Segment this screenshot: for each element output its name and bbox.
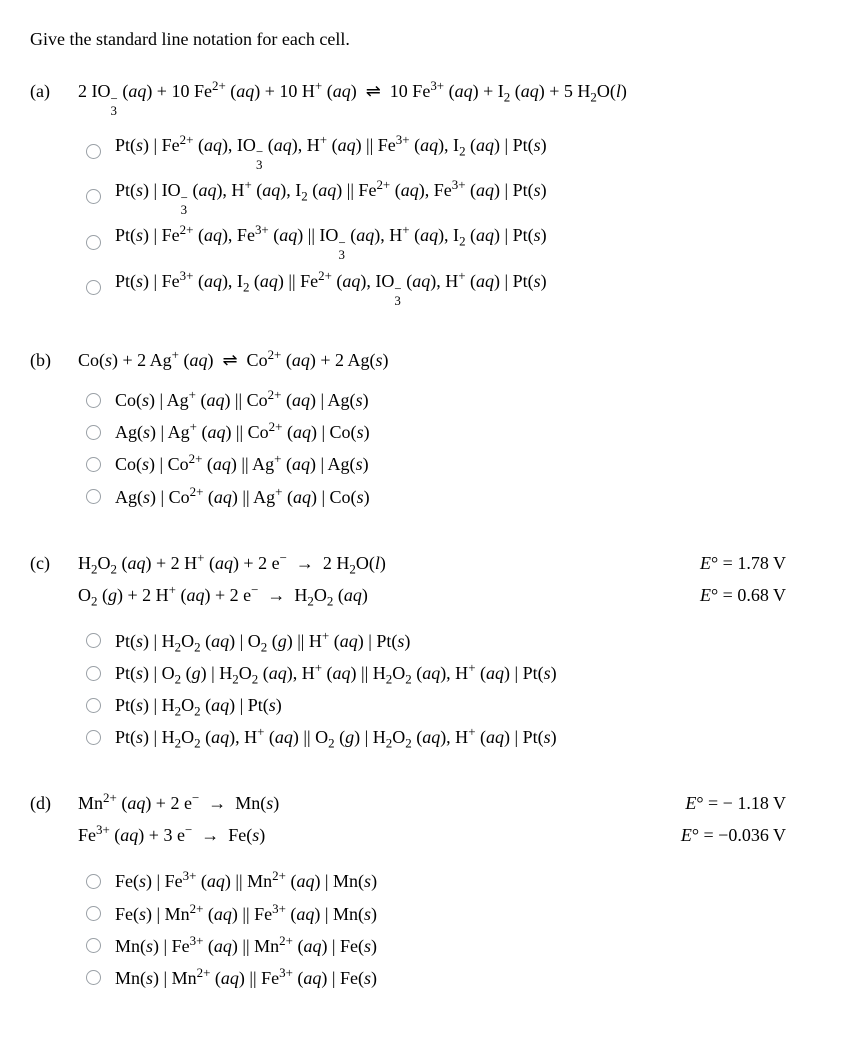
- question-block: (b) Co(s) + 2 Ag+ (aq) ⇌ Co2+ (aq) + 2 Ag…: [30, 347, 826, 509]
- radio-icon[interactable]: [86, 666, 101, 681]
- equation-lhs: H2O2 (aq) + 2 H+ (aq) + 2 e− → 2 H2O(l): [78, 550, 386, 576]
- options-list: Co(s) | Ag+ (aq) || Co2+ (aq) | Ag(s) Ag(…: [86, 387, 826, 509]
- option-text: Pt(s) | H2O2 (aq) | O2 (g) || H+ (aq) | …: [115, 628, 410, 654]
- option-text: Pt(s) | Fe2+ (aq), Fe3+ (aq) || IO−3 (aq…: [115, 222, 547, 261]
- page-heading: Give the standard line notation for each…: [30, 26, 826, 52]
- question-equation-row: (d) Mn2+ (aq) + 2 e− → Mn(s) E° = − 1.18 V…: [30, 790, 826, 854]
- option-text: Ag(s) | Co2+ (aq) || Ag+ (aq) | Co(s): [115, 484, 370, 510]
- radio-icon[interactable]: [86, 489, 101, 504]
- radio-icon[interactable]: [86, 457, 101, 472]
- option-text: Pt(s) | H2O2 (aq), H+ (aq) || O2 (g) | H…: [115, 724, 557, 750]
- option-row: Pt(s) | O2 (g) | H2O2 (aq), H+ (aq) || H…: [86, 660, 826, 686]
- option-text: Ag(s) | Ag+ (aq) || Co2+ (aq) | Co(s): [115, 419, 370, 445]
- option-text: Co(s) | Co2+ (aq) || Ag+ (aq) | Ag(s): [115, 451, 369, 477]
- option-text: Mn(s) | Mn2+ (aq) || Fe3+ (aq) | Fe(s): [115, 965, 377, 991]
- option-row: Pt(s) | Fe2+ (aq), Fe3+ (aq) || IO−3 (aq…: [86, 222, 826, 261]
- option-text: Fe(s) | Mn2+ (aq) || Fe3+ (aq) | Mn(s): [115, 901, 377, 927]
- options-list: Pt(s) | H2O2 (aq) | O2 (g) || H+ (aq) | …: [86, 628, 826, 750]
- radio-icon[interactable]: [86, 698, 101, 713]
- option-text: Pt(s) | H2O2 (aq) | Pt(s): [115, 692, 282, 718]
- option-text: Fe(s) | Fe3+ (aq) || Mn2+ (aq) | Mn(s): [115, 868, 377, 894]
- radio-icon[interactable]: [86, 425, 101, 440]
- option-row: Fe(s) | Mn2+ (aq) || Fe3+ (aq) | Mn(s): [86, 901, 826, 927]
- option-text: Co(s) | Ag+ (aq) || Co2+ (aq) | Ag(s): [115, 387, 369, 413]
- equation-pair-row: H2O2 (aq) + 2 H+ (aq) + 2 e− → 2 H2O(l) E…: [78, 550, 826, 576]
- radio-icon[interactable]: [86, 730, 101, 745]
- equation-lhs: Mn2+ (aq) + 2 e− → Mn(s): [78, 790, 279, 816]
- option-row: Pt(s) | H2O2 (aq) | O2 (g) || H+ (aq) | …: [86, 628, 826, 654]
- equation-pair-row: Mn2+ (aq) + 2 e− → Mn(s) E° = − 1.18 V: [78, 790, 826, 816]
- option-row: Pt(s) | Fe2+ (aq), IO−3 (aq), H+ (aq) ||…: [86, 132, 826, 171]
- equation-rhs: E° = −0.036 V: [681, 822, 786, 848]
- option-text: Pt(s) | Fe3+ (aq), I2 (aq) || Fe2+ (aq),…: [115, 268, 547, 307]
- question-equation: Co(s) + 2 Ag+ (aq) ⇌ Co2+ (aq) + 2 Ag(s): [78, 347, 826, 373]
- option-text: Mn(s) | Fe3+ (aq) || Mn2+ (aq) | Fe(s): [115, 933, 377, 959]
- option-row: Mn(s) | Fe3+ (aq) || Mn2+ (aq) | Fe(s): [86, 933, 826, 959]
- equation-lhs: Fe3+ (aq) + 3 e− → Fe(s): [78, 822, 265, 848]
- option-row: Mn(s) | Mn2+ (aq) || Fe3+ (aq) | Fe(s): [86, 965, 826, 991]
- options-list: Fe(s) | Fe3+ (aq) || Mn2+ (aq) | Mn(s) Fe…: [86, 868, 826, 990]
- question-label: (b): [30, 347, 60, 373]
- option-text: Pt(s) | Fe2+ (aq), IO−3 (aq), H+ (aq) ||…: [115, 132, 547, 171]
- equation-pair-holder: Mn2+ (aq) + 2 e− → Mn(s) E° = − 1.18 V Fe3…: [78, 790, 826, 854]
- radio-icon[interactable]: [86, 906, 101, 921]
- question-equation: 2 IO−3 (aq) + 10 Fe2+ (aq) + 10 H+ (aq) …: [78, 78, 826, 117]
- radio-icon[interactable]: [86, 189, 101, 204]
- equation-pair-holder: H2O2 (aq) + 2 H+ (aq) + 2 e− → 2 H2O(l) E…: [78, 550, 826, 614]
- question-block: (a) 2 IO−3 (aq) + 10 Fe2+ (aq) + 10 H+ (a…: [30, 78, 826, 307]
- equation-lhs: O2 (g) + 2 H+ (aq) + 2 e− → H2O2 (aq): [78, 582, 368, 608]
- option-text: Pt(s) | O2 (g) | H2O2 (aq), H+ (aq) || H…: [115, 660, 557, 686]
- equation-rhs: E° = − 1.18 V: [685, 790, 786, 816]
- option-text: Pt(s) | IO−3 (aq), H+ (aq), I2 (aq) || F…: [115, 177, 547, 216]
- question-equation-row: (c) H2O2 (aq) + 2 H+ (aq) + 2 e− → 2 H2O(…: [30, 550, 826, 614]
- radio-icon[interactable]: [86, 280, 101, 295]
- equation-rhs: E° = 0.68 V: [700, 582, 786, 608]
- options-list: Pt(s) | Fe2+ (aq), IO−3 (aq), H+ (aq) ||…: [86, 132, 826, 308]
- option-row: Ag(s) | Ag+ (aq) || Co2+ (aq) | Co(s): [86, 419, 826, 445]
- option-row: Pt(s) | IO−3 (aq), H+ (aq), I2 (aq) || F…: [86, 177, 826, 216]
- radio-icon[interactable]: [86, 235, 101, 250]
- radio-icon[interactable]: [86, 970, 101, 985]
- option-row: Co(s) | Ag+ (aq) || Co2+ (aq) | Ag(s): [86, 387, 826, 413]
- option-row: Pt(s) | Fe3+ (aq), I2 (aq) || Fe2+ (aq),…: [86, 268, 826, 307]
- question-label: (d): [30, 790, 60, 816]
- radio-icon[interactable]: [86, 393, 101, 408]
- option-row: Pt(s) | H2O2 (aq) | Pt(s): [86, 692, 826, 718]
- radio-icon[interactable]: [86, 874, 101, 889]
- equation-pair-row: Fe3+ (aq) + 3 e− → Fe(s) E° = −0.036 V: [78, 822, 826, 848]
- radio-icon[interactable]: [86, 938, 101, 953]
- question-block: (c) H2O2 (aq) + 2 H+ (aq) + 2 e− → 2 H2O(…: [30, 550, 826, 751]
- equation-rhs: E° = 1.78 V: [700, 550, 786, 576]
- option-row: Pt(s) | H2O2 (aq), H+ (aq) || O2 (g) | H…: [86, 724, 826, 750]
- question-label: (c): [30, 550, 60, 576]
- question-equation-row: (a) 2 IO−3 (aq) + 10 Fe2+ (aq) + 10 H+ (a…: [30, 78, 826, 117]
- equation-pair-row: O2 (g) + 2 H+ (aq) + 2 e− → H2O2 (aq) E° …: [78, 582, 826, 608]
- radio-icon[interactable]: [86, 144, 101, 159]
- option-row: Fe(s) | Fe3+ (aq) || Mn2+ (aq) | Mn(s): [86, 868, 826, 894]
- question-block: (d) Mn2+ (aq) + 2 e− → Mn(s) E° = − 1.18 V…: [30, 790, 826, 991]
- option-row: Co(s) | Co2+ (aq) || Ag+ (aq) | Ag(s): [86, 451, 826, 477]
- question-equation-row: (b) Co(s) + 2 Ag+ (aq) ⇌ Co2+ (aq) + 2 Ag…: [30, 347, 826, 373]
- radio-icon[interactable]: [86, 633, 101, 648]
- option-row: Ag(s) | Co2+ (aq) || Ag+ (aq) | Co(s): [86, 484, 826, 510]
- question-label: (a): [30, 78, 60, 104]
